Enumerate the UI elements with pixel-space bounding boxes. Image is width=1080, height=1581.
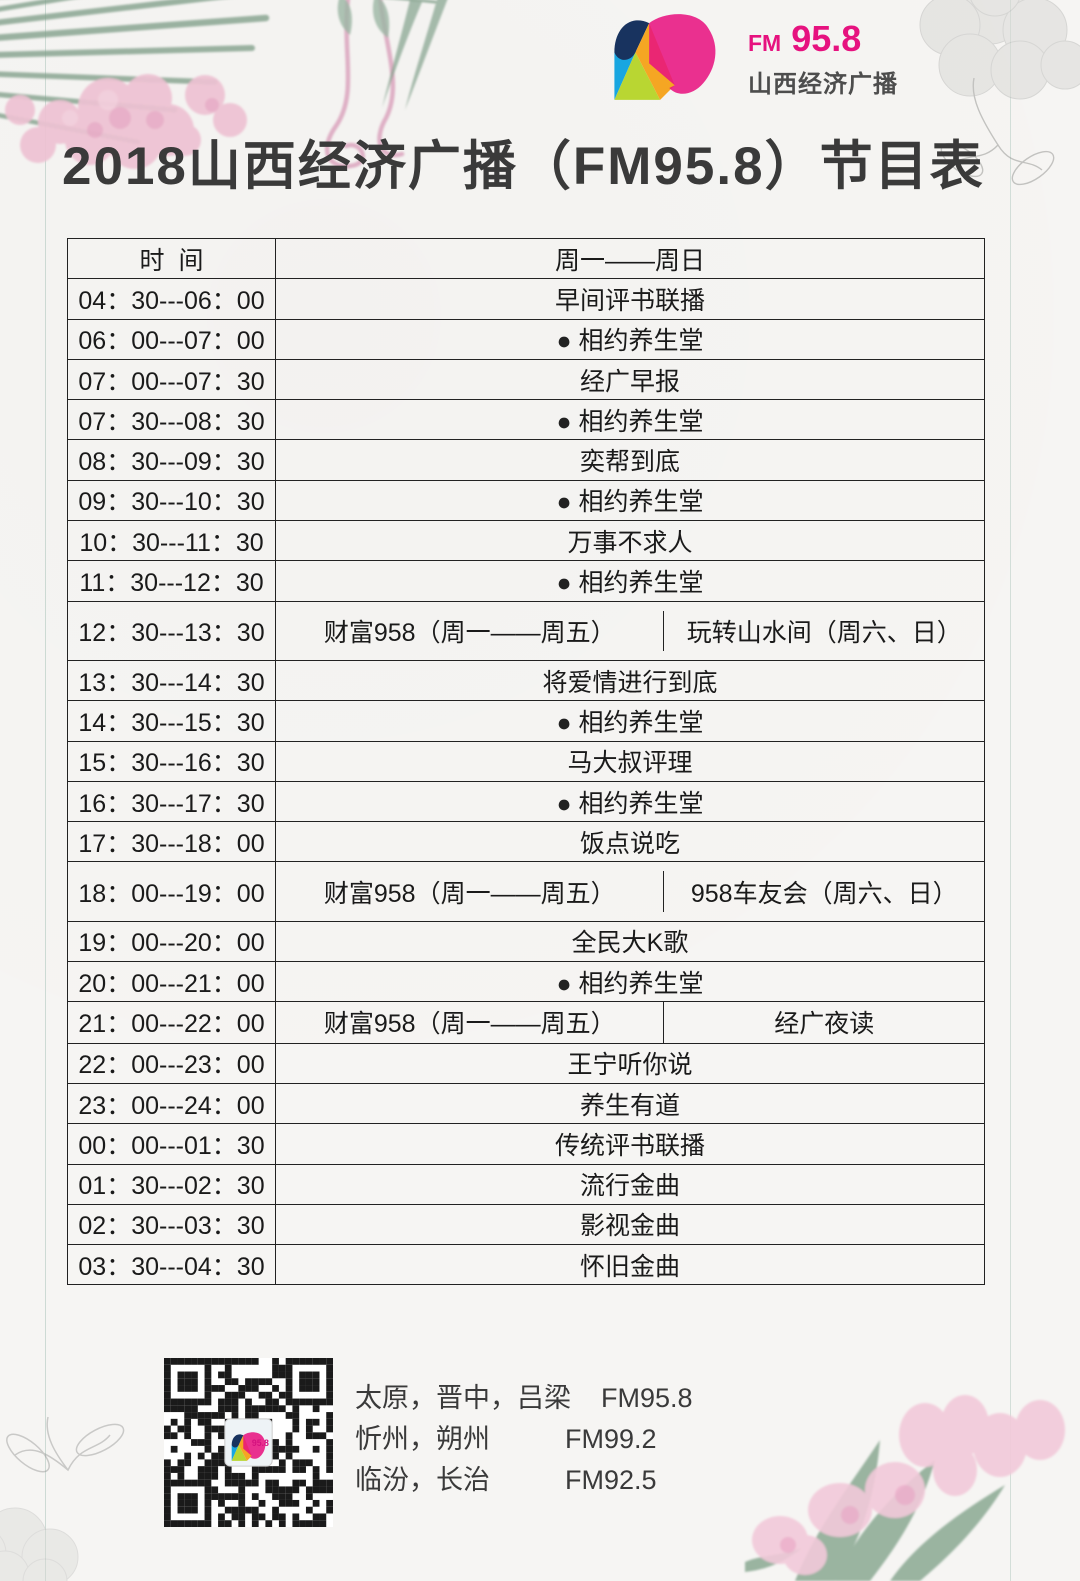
svg-text:95.8: 95.8 [252, 1438, 269, 1448]
